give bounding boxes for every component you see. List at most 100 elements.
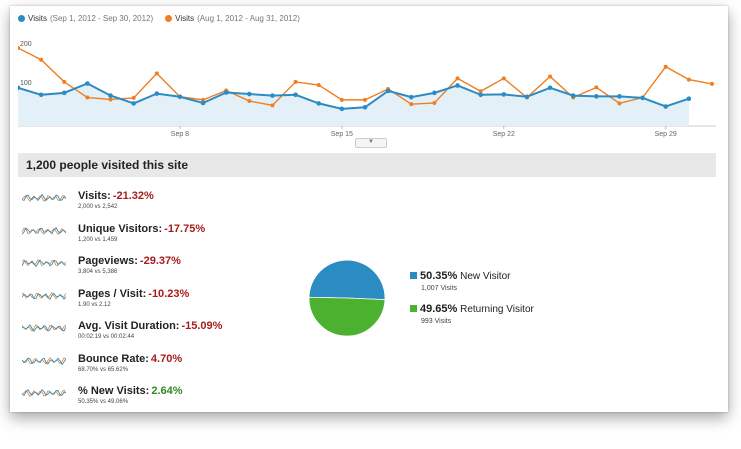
- metric-name: Avg. Visit Duration: -15.09%: [78, 320, 222, 332]
- legend-previous-visits[interactable]: Visits (Aug 1, 2012 - Aug 31, 2012): [165, 14, 300, 23]
- sparkline-path: [22, 324, 66, 332]
- current-data-point[interactable]: [501, 92, 507, 97]
- metric-change: -17.75%: [164, 222, 206, 235]
- current-data-point[interactable]: [617, 94, 622, 99]
- metric-change: -29.37%: [139, 255, 181, 267]
- current-data-point[interactable]: [223, 90, 229, 95]
- current-data-point[interactable]: [524, 94, 530, 100]
- metric-row[interactable]: Pageviews: -29.37% 3,804 vs 5,386: [18, 253, 298, 283]
- previous-data-point[interactable]: [247, 99, 252, 104]
- pie-legend-new-visitor[interactable]: 50.35% New Visitor: [410, 270, 510, 282]
- previous-data-point[interactable]: [663, 64, 668, 69]
- previous-data-point[interactable]: [131, 95, 136, 100]
- previous-data-point[interactable]: [201, 97, 206, 102]
- sparkline-path: [22, 193, 66, 202]
- previous-data-point[interactable]: [62, 79, 67, 84]
- previous-data-point[interactable]: [478, 89, 483, 94]
- metric-change: -10.23%: [148, 287, 190, 300]
- metric-row[interactable]: Unique Visitors: -17.75% 1,200 vs 1,459: [18, 221, 298, 251]
- current-data-point[interactable]: [131, 101, 136, 106]
- metric-change: 4.70%: [150, 352, 183, 365]
- returning-visitor-label: Returning Visitor: [460, 304, 534, 315]
- metric-row[interactable]: Avg. Visit Duration: -15.09% 00:02:19 vs 0…: [18, 318, 298, 348]
- previous-data-point[interactable]: [293, 79, 298, 84]
- current-data-point[interactable]: [547, 85, 553, 91]
- current-data-point[interactable]: [18, 85, 21, 91]
- current-data-point[interactable]: [270, 93, 275, 98]
- previous-data-point[interactable]: [501, 76, 506, 81]
- metric-comparison: 00:02:19 vs 00:02:44: [78, 334, 135, 340]
- x-tick-label: Sep 15: [331, 131, 353, 138]
- current-data-point[interactable]: [362, 104, 368, 110]
- current-data-point[interactable]: [640, 95, 645, 101]
- previous-data-point[interactable]: [85, 95, 90, 100]
- previous-data-point[interactable]: [39, 57, 44, 62]
- chart-resize-handle[interactable]: ▼: [355, 138, 387, 148]
- previous-data-point[interactable]: [594, 85, 599, 90]
- previous-data-point[interactable]: [154, 71, 159, 76]
- metric-sparkline: [22, 291, 66, 300]
- sparkline-path: [22, 194, 66, 202]
- metric-row[interactable]: Pages / Visit: -10.23% 1.90 vs 2.12: [18, 286, 298, 316]
- current-data-point[interactable]: [38, 92, 44, 98]
- current-data-point[interactable]: [663, 104, 669, 109]
- metric-label: % New Visits:: [78, 385, 150, 397]
- current-data-point[interactable]: [108, 93, 113, 98]
- current-data-point[interactable]: [385, 88, 391, 94]
- current-data-point[interactable]: [478, 92, 483, 98]
- previous-data-point[interactable]: [18, 46, 20, 50]
- metric-sparkline: [22, 259, 66, 268]
- metric-row[interactable]: % New Visits: 2.64% 50.35% vs 49.06%: [18, 383, 298, 413]
- metric-name: Bounce Rate: 4.70%: [78, 353, 182, 365]
- metric-name: Unique Visitors: -17.75%: [78, 223, 205, 235]
- visitor-type-pie-chart[interactable]: [307, 258, 387, 338]
- current-data-point[interactable]: [316, 101, 322, 106]
- previous-data-point[interactable]: [108, 97, 113, 102]
- legend-current-dot-icon: [18, 15, 25, 22]
- current-data-point[interactable]: [339, 106, 345, 112]
- previous-data-point[interactable]: [710, 81, 714, 86]
- legend-previous-range: (Aug 1, 2012 - Aug 31, 2012): [197, 14, 300, 23]
- current-data-point[interactable]: [594, 94, 599, 99]
- previous-data-point[interactable]: [270, 103, 275, 108]
- current-data-point[interactable]: [154, 91, 160, 96]
- previous-data-point[interactable]: [363, 97, 367, 102]
- previous-data-point[interactable]: [686, 77, 691, 82]
- current-data-point[interactable]: [455, 83, 460, 88]
- metric-row[interactable]: Bounce Rate: 4.70% 68.70% vs 65.62%: [18, 351, 298, 381]
- current-data-point[interactable]: [686, 96, 692, 101]
- x-tick-label: Sep 8: [171, 131, 189, 138]
- previous-data-point[interactable]: [455, 76, 460, 81]
- legend-previous-dot-icon: [165, 15, 173, 22]
- visits-line-chart[interactable]: 200 100 Sep 8 Sep 15 Sep 22 Sep 29: [18, 36, 716, 148]
- current-data-point[interactable]: [408, 94, 414, 100]
- current-data-point[interactable]: [432, 90, 437, 96]
- pie-legend-returning-visitor[interactable]: 49.65% Returning Visitor: [410, 303, 534, 315]
- metric-row[interactable]: Visits: -21.32% 2,000 vs 2,542: [18, 188, 298, 218]
- current-data-point[interactable]: [61, 90, 67, 96]
- previous-data-point[interactable]: [409, 102, 414, 107]
- current-data-point[interactable]: [85, 81, 90, 86]
- pie-slice-new-visitor[interactable]: [308, 259, 386, 301]
- sparkline-path: [22, 356, 66, 365]
- current-data-point[interactable]: [293, 92, 298, 98]
- previous-data-point[interactable]: [548, 74, 553, 79]
- metric-comparison: 50.35% vs 49.06%: [78, 399, 129, 405]
- current-data-point[interactable]: [177, 94, 183, 100]
- current-data-point[interactable]: [570, 93, 576, 98]
- previous-data-point[interactable]: [339, 97, 344, 102]
- report-card: [10, 6, 728, 412]
- current-data-point[interactable]: [247, 91, 252, 97]
- previous-data-point[interactable]: [617, 101, 622, 106]
- sparkline-path: [22, 259, 66, 267]
- pie-slice-returning-visitor[interactable]: [308, 296, 386, 337]
- metric-name: % New Visits: 2.64%: [78, 385, 183, 397]
- legend-current-range: (Sep 1, 2012 - Sep 30, 2012): [49, 14, 154, 23]
- previous-data-point[interactable]: [316, 83, 321, 88]
- metric-comparison: 1,200 vs 1,459: [78, 236, 118, 243]
- previous-data-point[interactable]: [432, 100, 437, 105]
- sparkline-path: [22, 388, 66, 397]
- metric-sparkline: [22, 324, 66, 332]
- current-data-point[interactable]: [200, 100, 206, 106]
- legend-current-visits[interactable]: Visits (Sep 1, 2012 - Sep 30, 2012): [18, 14, 153, 23]
